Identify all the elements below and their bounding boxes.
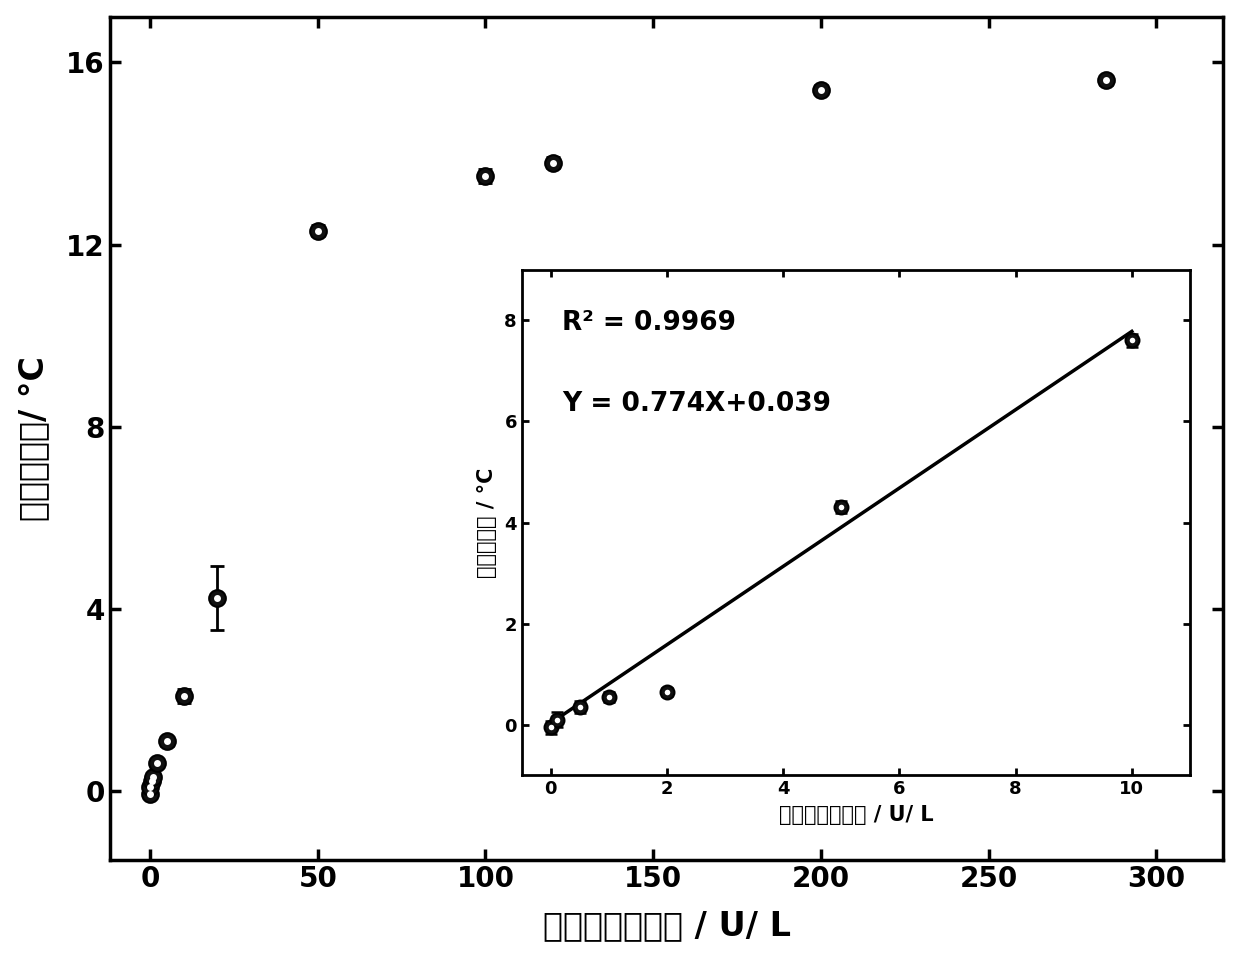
X-axis label: 碱性磷酸酶浓度 / U/ L: 碱性磷酸酶浓度 / U/ L bbox=[543, 909, 791, 943]
Y-axis label: 温度变化差/ °C: 温度变化差/ °C bbox=[16, 356, 50, 521]
